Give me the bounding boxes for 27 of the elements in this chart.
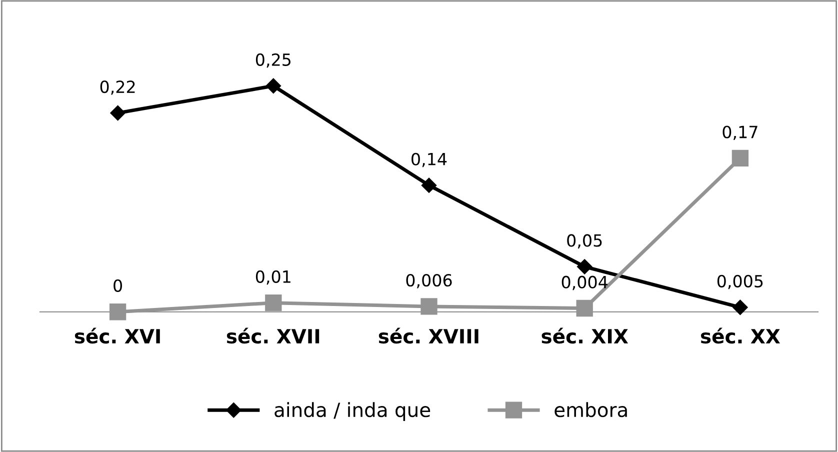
x-tick-label: séc. XVI	[74, 328, 160, 344]
legend-label: embora	[554, 402, 627, 418]
point	[577, 259, 592, 274]
point	[421, 178, 437, 193]
data-label: 0,17	[722, 126, 758, 140]
x-tick-label: séc. XX	[700, 328, 780, 344]
data-label: 0,006	[406, 274, 452, 288]
data-label: 0,22	[100, 80, 135, 95]
data-label: 0	[114, 279, 122, 292]
point	[109, 304, 126, 320]
x-tick-label: séc. XIX	[542, 328, 628, 344]
data-label: 0,25	[256, 53, 290, 68]
data-label: 0,005	[717, 274, 763, 290]
point	[266, 78, 281, 94]
x-tick-label: séc. XVIII	[378, 328, 478, 344]
data-label: 0,05	[567, 234, 602, 248]
point	[576, 300, 593, 317]
data-label: 0,004	[562, 276, 608, 290]
point	[110, 105, 126, 121]
data-label: 0,14	[412, 152, 447, 168]
data-label: 0,01	[256, 270, 290, 285]
x-tick-label: séc. XVII	[226, 328, 320, 344]
point	[732, 300, 748, 315]
point	[265, 294, 282, 312]
legend-label: ainda / inda que	[274, 402, 430, 421]
point	[420, 298, 438, 315]
point	[732, 150, 749, 167]
